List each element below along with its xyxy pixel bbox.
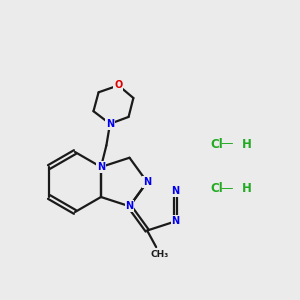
Text: N: N: [143, 177, 151, 187]
Text: Cl: Cl: [210, 137, 223, 151]
Text: H: H: [242, 137, 251, 151]
Text: N: N: [172, 186, 180, 196]
Text: H: H: [242, 182, 251, 196]
Text: Cl: Cl: [210, 182, 223, 196]
Text: N: N: [106, 119, 114, 129]
Text: CH₃: CH₃: [150, 250, 168, 259]
Text: N: N: [125, 201, 134, 211]
Text: N: N: [172, 216, 180, 226]
Text: N: N: [97, 162, 105, 172]
Text: O: O: [114, 80, 122, 90]
Text: —: —: [220, 137, 233, 151]
Text: —: —: [220, 182, 233, 196]
